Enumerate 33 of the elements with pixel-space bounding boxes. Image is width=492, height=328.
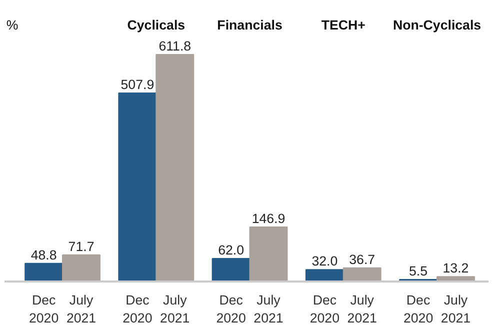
data-label: 507.9 <box>120 77 154 92</box>
data-label: 36.7 <box>349 252 376 267</box>
data-label: 48.8 <box>30 247 57 262</box>
text: July 2021 <box>160 292 190 326</box>
bar <box>342 267 382 282</box>
data-label: 5.5 <box>409 263 428 278</box>
bar <box>24 262 64 282</box>
text: Dec 2020 <box>403 292 434 326</box>
x-tick-label: Cyclicals <box>127 17 186 32</box>
text: Dec 2020 <box>122 292 152 326</box>
text: Dec 2020 <box>216 292 246 326</box>
x-tick-label: Non-Cyclicals <box>392 17 482 32</box>
bar <box>212 258 250 282</box>
series-label: Dec 2020 <box>28 292 59 326</box>
text: July 2021 <box>254 292 284 326</box>
bar <box>156 54 194 282</box>
data-label: 62.0 <box>218 242 244 258</box>
data-label: 13.2 <box>442 260 469 276</box>
bar <box>305 269 344 282</box>
bar <box>249 226 288 282</box>
data-label: 32.0 <box>312 254 338 269</box>
bar <box>62 254 100 282</box>
x-tick-label: Financials <box>217 17 282 32</box>
data-label: 611.8 <box>158 38 192 54</box>
x-tick-label: TECH+ <box>321 17 366 32</box>
bar <box>118 92 157 282</box>
data-label: 71.7 <box>68 238 94 254</box>
text: July 2021 <box>440 292 471 326</box>
text: % <box>6 17 18 32</box>
series-label: July 2021 <box>66 292 96 326</box>
text: Dec 2020 <box>310 292 340 326</box>
text: July 2021 <box>347 292 377 326</box>
data-label: 146.9 <box>252 210 286 226</box>
